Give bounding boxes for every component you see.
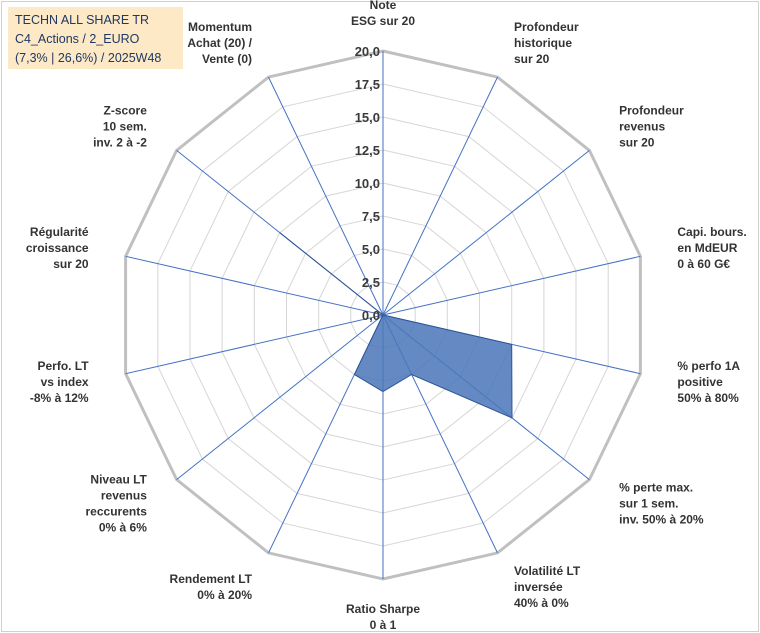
axis-label: Profondeur revenus sur 20 <box>619 104 684 150</box>
axis-label: Note ESG sur 20 <box>351 0 415 28</box>
tick-label: 5,0 <box>362 242 380 257</box>
axis-label-line: Note <box>370 0 397 12</box>
axis-label-line: -8% à 12% <box>30 391 89 405</box>
axis-spoke <box>382 76 498 316</box>
axis-label-line: historique <box>514 36 572 50</box>
title-line-2: C4_Actions / 2_EURO <box>15 32 140 46</box>
axis-label-line: 10 sem. <box>103 120 147 134</box>
axis-label-line: 0% à 20% <box>197 588 252 602</box>
chart-title-box: TECHN ALL SHARE TR C4_Actions / 2_EURO (… <box>8 7 183 69</box>
axis-label-line: % perfo 1A <box>677 359 740 373</box>
axis-label-line: Perfo. LT <box>37 359 89 373</box>
axis-label-line: vs index <box>41 375 89 389</box>
axis-label-line: sur 20 <box>514 52 550 66</box>
axis-label-line: Ratio Sharpe <box>346 602 420 616</box>
tick-label: 2,5 <box>362 275 380 290</box>
axis-label-line: Profondeur <box>514 20 579 34</box>
axis-label: Rendement LT 0% à 20% <box>170 572 253 602</box>
axis-label-line: inv. 50% à 20% <box>619 512 704 526</box>
axis-label-line: Volatilité LT <box>514 564 581 578</box>
axis-spoke <box>382 255 641 316</box>
tick-label: 7,5 <box>362 209 380 224</box>
axis-label-line: % perte max. <box>619 480 693 494</box>
axis-label-line: 40% à 0% <box>514 596 569 610</box>
axis-label-line: Momentum <box>188 20 252 34</box>
axis-label: % perte max. sur 1 sem. inv. 50% à 20% <box>619 480 704 526</box>
axis-spoke <box>382 150 590 316</box>
axis-label-line: Capi. bours. <box>677 225 746 239</box>
axis-label: Perfo. LT vs index -8% à 12% <box>30 359 89 405</box>
axis-label-line: reccurents <box>86 504 148 518</box>
axis-label-line: 0 à 60 G€ <box>677 257 730 271</box>
series-area <box>279 232 513 419</box>
axis-label-line: Vente (0) <box>202 52 252 66</box>
axis-label-line: inv. 2 à -2 <box>93 136 147 150</box>
axis-label-line: Niveau LT <box>90 472 147 486</box>
tick-label: 0,0 <box>362 308 380 323</box>
axis-label-line: croissance <box>26 241 89 255</box>
axis-label: Ratio Sharpe 0 à 1 <box>346 602 420 632</box>
tick-label: 12,5 <box>355 143 380 158</box>
axis-label-line: 0 à 1 <box>370 618 397 632</box>
axis-spoke <box>176 314 384 480</box>
axis-spoke <box>268 76 384 316</box>
tick-label: 20,0 <box>355 44 380 59</box>
tick-label: 15,0 <box>355 110 380 125</box>
title-line-1: TECHN ALL SHARE TR <box>15 13 150 27</box>
axis-label-line: 0% à 6% <box>99 520 147 534</box>
axis-label: Niveau LT revenus reccurents 0% à 6% <box>86 472 148 534</box>
axis-label: Profondeur historique sur 20 <box>514 20 579 66</box>
axis-label: % perfo 1A positive 50% à 80% <box>677 359 740 405</box>
axis-label-line: inversée <box>514 580 563 594</box>
axis-label: Momentum Achat (20) / Vente (0) <box>187 20 252 66</box>
axis-label-line: sur 1 sem. <box>619 496 678 510</box>
axis-label-line: revenus <box>101 488 147 502</box>
axis-label: Z-score 10 sem. inv. 2 à -2 <box>93 104 147 150</box>
tick-label: 10,0 <box>355 176 380 191</box>
axis-label: Régularité croissance sur 20 <box>26 225 89 271</box>
axis-label-line: Achat (20) / <box>187 36 252 50</box>
axis-label: Volatilité LT inversée 40% à 0% <box>514 564 581 610</box>
axis-label-line: sur 20 <box>53 257 89 271</box>
axis-label-line: sur 20 <box>619 136 655 150</box>
tick-label: 17,5 <box>355 77 380 92</box>
axis-label-line: Z-score <box>104 104 148 118</box>
axis-label-line: 50% à 80% <box>677 391 739 405</box>
axis-label-line: en MdEUR <box>677 241 737 255</box>
axis-spoke <box>125 255 384 316</box>
axis-spoke <box>125 314 384 375</box>
axis-label-line: revenus <box>619 120 665 134</box>
axis-label-line: Régularité <box>30 225 89 239</box>
axis-label-line: Rendement LT <box>170 572 253 586</box>
axis-label-line: Profondeur <box>619 104 684 118</box>
axis-label-line: ESG sur 20 <box>351 14 415 28</box>
title-line-3: (7,3% | 26,6%) / 2025W48 <box>15 51 162 65</box>
axis-label-line: positive <box>677 375 723 389</box>
axis-label: Capi. bours. en MdEUR 0 à 60 G€ <box>677 225 746 271</box>
